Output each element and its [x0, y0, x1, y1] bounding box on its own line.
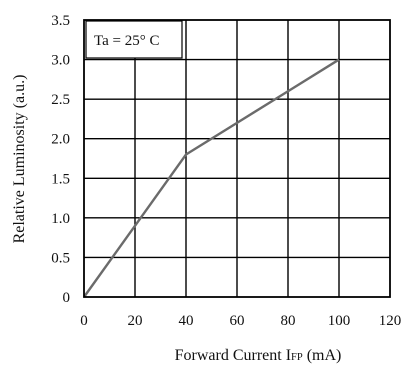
- x-tick-label: 80: [281, 313, 296, 329]
- y-tick-label: 1.5: [51, 171, 70, 187]
- x-tick-label: 20: [128, 313, 143, 329]
- annotation-label: Ta = 25° C: [94, 33, 160, 49]
- series-layer: [83, 58, 340, 298]
- x-tick-label: 60: [230, 313, 245, 329]
- y-tick-label: 0.5: [51, 250, 70, 266]
- plot-frame: [83, 19, 391, 298]
- x-tick-label: 100: [328, 313, 351, 329]
- annotation: Ta = 25° C: [85, 20, 183, 59]
- y-tick-labels: 0 0.5 1.0 1.5 2.0 2.5 3.0 3.5: [51, 13, 70, 306]
- x-tick-label: 0: [80, 313, 88, 329]
- y-tick-label: 3.0: [51, 53, 70, 69]
- grid: [84, 20, 390, 297]
- y-tick-label: 0: [63, 290, 71, 306]
- x-tick-labels: 0 20 40 60 80 100 120: [80, 313, 401, 329]
- y-axis-title: Relative Luminosity (a.u.): [11, 75, 28, 244]
- y-tick-label: 1.0: [51, 211, 70, 227]
- y-tick-label: 2.0: [51, 132, 70, 148]
- x-tick-label: 120: [379, 313, 402, 329]
- y-tick-label: 2.5: [51, 92, 70, 108]
- x-axis-title: Forward Current IFP (mA): [175, 347, 342, 364]
- plot-border: [83, 19, 391, 298]
- y-tick-label: 3.5: [51, 13, 70, 29]
- annotation-box: [85, 20, 183, 59]
- x-tick-label: 40: [179, 313, 194, 329]
- series-line: [83, 58, 340, 298]
